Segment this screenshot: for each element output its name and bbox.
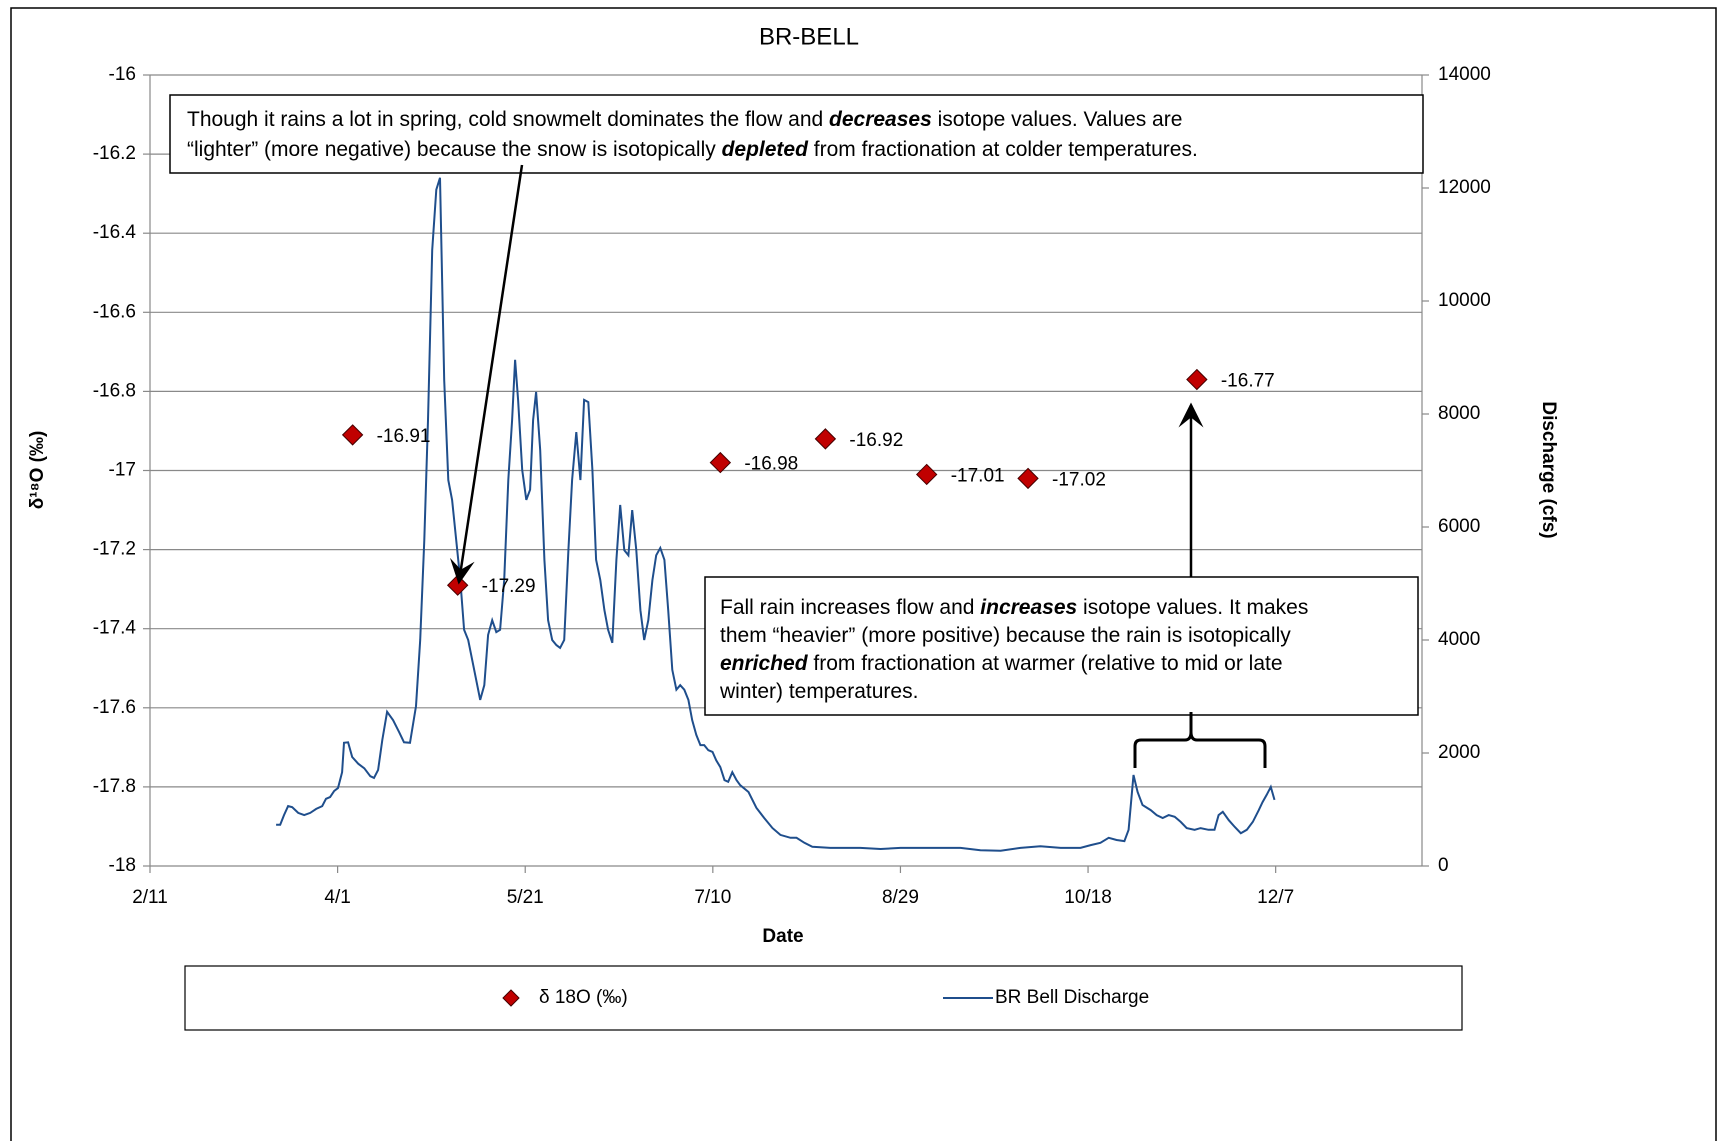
data-label: -17.29 <box>482 576 536 597</box>
annotation-segment: isotope values. It makes <box>1077 596 1308 619</box>
legend-items: δ 18O (‰) BR Bell Discharge <box>502 987 1149 1008</box>
point <box>709 451 732 474</box>
annotation-text: them “heavier” (more positive) because t… <box>720 624 1291 647</box>
y-tick-label: -17.2 <box>93 539 136 560</box>
y2-tick-label: 8000 <box>1438 403 1480 424</box>
data-label: -16.77 <box>1221 371 1275 392</box>
y-tick-label: -16.4 <box>93 222 137 243</box>
legend <box>184 965 1463 1031</box>
annotation-segment: from fractionation at warmer (relative t… <box>808 652 1283 675</box>
annotation-segment: Fall rain increases flow and <box>720 596 980 619</box>
annotation-text: Fall rain increases flow and increases i… <box>720 596 1308 619</box>
annotations: Though it rains a lot in spring, cold sn… <box>187 108 1308 703</box>
y2-axis-title: Discharge (cfs) <box>1538 401 1559 538</box>
annotation-text: winter) temperatures. <box>719 680 918 703</box>
x-tick-label: 2/11 <box>132 887 168 908</box>
bracket <box>1133 712 1267 768</box>
y-axis-title: δ¹⁸O (‰) <box>27 431 48 510</box>
annotation-segment: winter) temperatures. <box>719 680 918 703</box>
y-tick-label: -16.2 <box>93 143 136 164</box>
chart-frame <box>10 7 1717 1141</box>
annotation-text: enriched from fractionation at warmer (r… <box>720 652 1283 675</box>
annotation-text: Though it rains a lot in spring, cold sn… <box>187 108 1182 131</box>
y2-tick-label: 12000 <box>1438 177 1491 198</box>
discharge-line <box>276 177 1276 852</box>
annotation-segment: depleted <box>722 138 810 161</box>
y2-tick-label: 6000 <box>1438 516 1480 537</box>
y-tick-label: -17.4 <box>93 618 137 639</box>
y2-tick-label: 10000 <box>1438 290 1491 311</box>
annotation-box <box>704 576 1419 716</box>
chart-title: BR-BELL <box>759 23 859 50</box>
x-tick-label: 10/18 <box>1064 887 1112 908</box>
annotation-segment: enriched <box>720 652 809 675</box>
y2-tick-label: 14000 <box>1438 64 1491 85</box>
annotation-box <box>169 94 1424 174</box>
data-label: -16.98 <box>744 454 798 475</box>
data-label: -17.02 <box>1052 469 1106 490</box>
point <box>814 428 837 450</box>
legend-marker <box>502 989 520 1007</box>
annotation-segment: decreases <box>829 108 932 131</box>
x-tick-label: 4/1 <box>324 887 350 908</box>
x-tick-label: 8/29 <box>882 887 919 908</box>
y-tick-label: -16.6 <box>93 301 136 322</box>
annotation-arrow <box>450 164 524 585</box>
annotation-segment: isotope values. Values are <box>932 108 1183 131</box>
x-tick-label: 12/7 <box>1257 887 1294 908</box>
y-tick-label: -16.8 <box>93 380 136 401</box>
y-tick-label: -17.6 <box>93 697 136 718</box>
annotation-segment: them “heavier” (more positive) because t… <box>720 624 1291 647</box>
x-tick-label: 7/10 <box>694 887 731 908</box>
point <box>1017 467 1039 490</box>
point <box>341 424 364 446</box>
point <box>1186 368 1208 391</box>
y2-tick-label: 4000 <box>1438 629 1480 650</box>
annotation-segment: from fractionation at colder temperature… <box>808 138 1198 161</box>
y-tick-label: -17.8 <box>93 776 136 797</box>
y-tick-label: -18 <box>109 855 136 876</box>
annotation-segment: “lighter” (more negative) because the sn… <box>187 138 722 161</box>
x-tick-label: 5/21 <box>507 887 544 908</box>
annotation-text: “lighter” (more negative) because the sn… <box>187 138 1198 161</box>
y2-tick-label: 2000 <box>1438 742 1480 763</box>
annotation-segment: increases <box>980 596 1077 619</box>
plot <box>276 177 1276 852</box>
y-tick-label: -17 <box>109 460 136 481</box>
annotation-segment: Though it rains a lot in spring, cold sn… <box>187 108 829 131</box>
data-label: -16.92 <box>849 430 903 451</box>
y-tick-label: -16 <box>109 64 136 85</box>
legend-label: δ 18O (‰) <box>539 987 628 1008</box>
y2-tick-label: 0 <box>1438 855 1449 876</box>
point <box>916 463 938 486</box>
data-label: -16.91 <box>377 426 431 447</box>
legend-label: BR Bell Discharge <box>995 987 1149 1008</box>
x-axis-title: Date <box>762 926 803 947</box>
data-label: -17.01 <box>951 465 1005 486</box>
